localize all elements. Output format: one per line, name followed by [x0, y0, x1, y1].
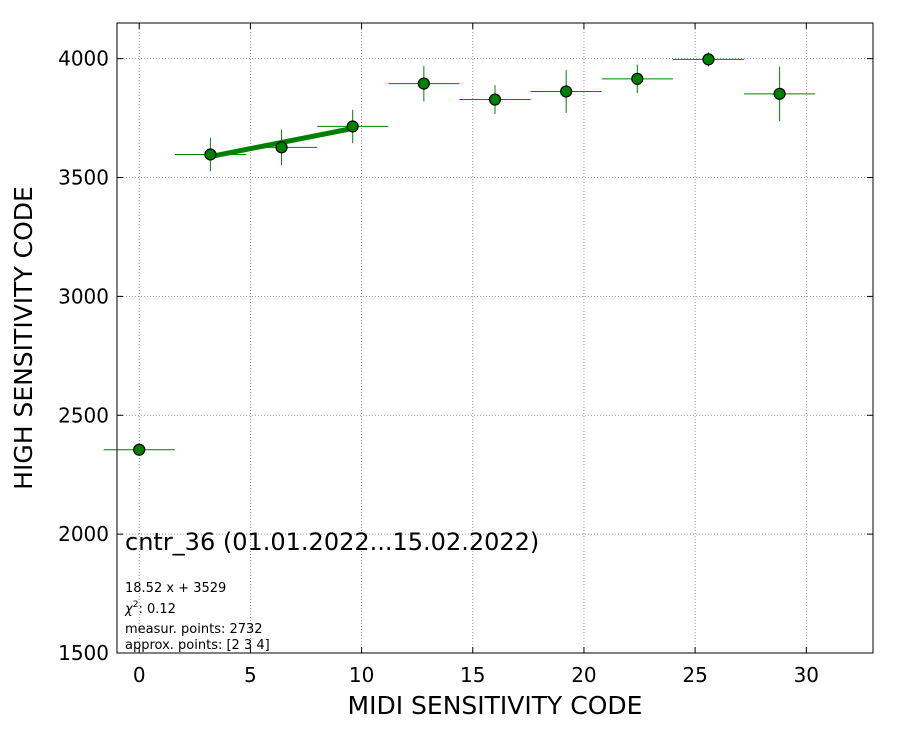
- data-point: [417, 77, 430, 90]
- y-tick-label: 3000: [58, 284, 109, 308]
- plot-frame: [116, 22, 874, 654]
- data-point: [133, 443, 146, 456]
- data-point: [702, 53, 715, 66]
- axis-ticks: [117, 23, 873, 654]
- y-tick-label: 1500: [58, 641, 109, 665]
- y-tick-label: 3500: [58, 166, 109, 190]
- data-point: [346, 120, 359, 133]
- x-tick-label: 0: [133, 663, 146, 687]
- chart-title: cntr_36 (01.01.2022...15.02.2022): [125, 528, 539, 556]
- x-tick-label: 20: [571, 663, 596, 687]
- data-point: [204, 148, 217, 161]
- y-axis-label: HIGH SENSITIVITY CODE: [9, 186, 38, 490]
- y-tick-labels: 1500 2000 2500 3000 3500 4000: [58, 47, 109, 665]
- grid-lines: [117, 23, 873, 654]
- chi-value: : 0.12: [138, 602, 175, 617]
- data-point: [560, 85, 573, 98]
- y-tick-label: 2000: [58, 522, 109, 546]
- x-tick-label: 25: [682, 663, 707, 687]
- data-point: [631, 72, 644, 85]
- x-tick-label: 15: [460, 663, 485, 687]
- data-point: [488, 93, 502, 106]
- y-tick-label: 4000: [58, 47, 109, 71]
- x-tick-label: 30: [794, 663, 819, 687]
- chi-superscript: 2: [133, 600, 139, 610]
- measured-points-count: measur. points: 2732: [125, 622, 263, 637]
- x-tick-labels: 0 5 10 15 20 25 30: [133, 663, 819, 687]
- chi-symbol: χ: [124, 602, 134, 617]
- x-tick-label: 10: [349, 663, 374, 687]
- chi-square: χ2: 0.12: [124, 600, 176, 617]
- data-point: [773, 87, 786, 100]
- y-tick-label: 2500: [58, 403, 109, 427]
- approx-points: approx. points: [2 3 4]: [125, 638, 270, 653]
- data-point: [275, 141, 288, 154]
- x-tick-label: 5: [244, 663, 257, 687]
- data-points: [133, 53, 786, 456]
- fit-equation: 18.52 x + 3529: [125, 581, 226, 596]
- error-bars: [103, 52, 816, 451]
- x-axis-label: MIDI SENSITIVITY CODE: [348, 691, 643, 720]
